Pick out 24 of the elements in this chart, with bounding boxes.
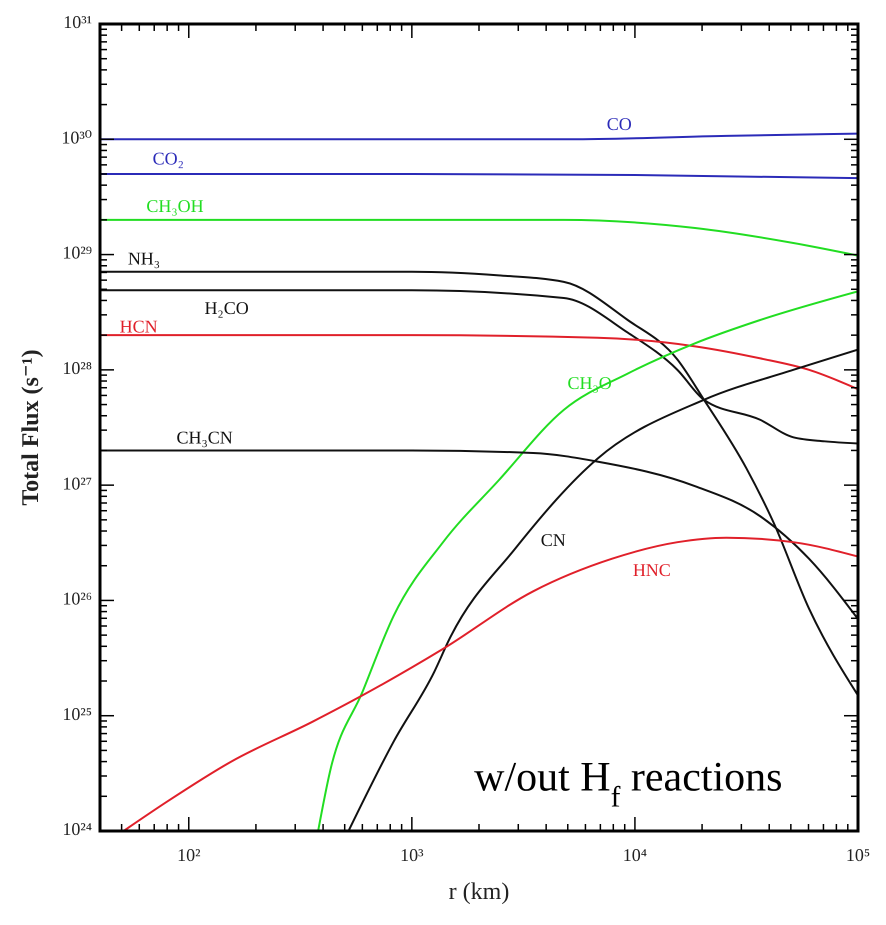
y-tick-label: 10²⁵ <box>62 704 92 724</box>
series-label: CO₂ <box>152 148 184 169</box>
x-tick-label: 10³ <box>400 845 424 865</box>
y-tick-label: 10²⁴ <box>62 819 92 840</box>
series-label: CH₃CN <box>176 428 233 448</box>
x-axis-title: r (km) <box>448 879 510 905</box>
y-tick-label: 10³¹ <box>63 12 92 32</box>
series-label: HCN <box>120 316 158 336</box>
y-tick-label: 10²⁸ <box>62 358 92 378</box>
y-tick-label: 10³⁰ <box>61 127 92 148</box>
y-tick-label: 10²⁹ <box>62 242 92 263</box>
x-tick-label: 10⁴ <box>622 845 648 865</box>
series-label: NH₃ <box>128 248 160 269</box>
series-label: CO <box>606 114 632 134</box>
y-tick-label: 10²⁷ <box>62 473 92 494</box>
series-label: CH₃OH <box>146 196 204 216</box>
series-label: HNC <box>632 560 671 580</box>
series-label: CN <box>540 530 566 550</box>
x-tick-label: 10⁵ <box>846 845 870 865</box>
series-label: H₂CO <box>204 298 249 318</box>
y-tick-label: 10²⁶ <box>62 588 92 609</box>
x-tick-label: 10² <box>177 845 200 865</box>
y-axis-title: Total Flux (s⁻¹) <box>18 349 44 506</box>
annotation: w/out H$_{f}$ reactions <box>474 754 783 814</box>
